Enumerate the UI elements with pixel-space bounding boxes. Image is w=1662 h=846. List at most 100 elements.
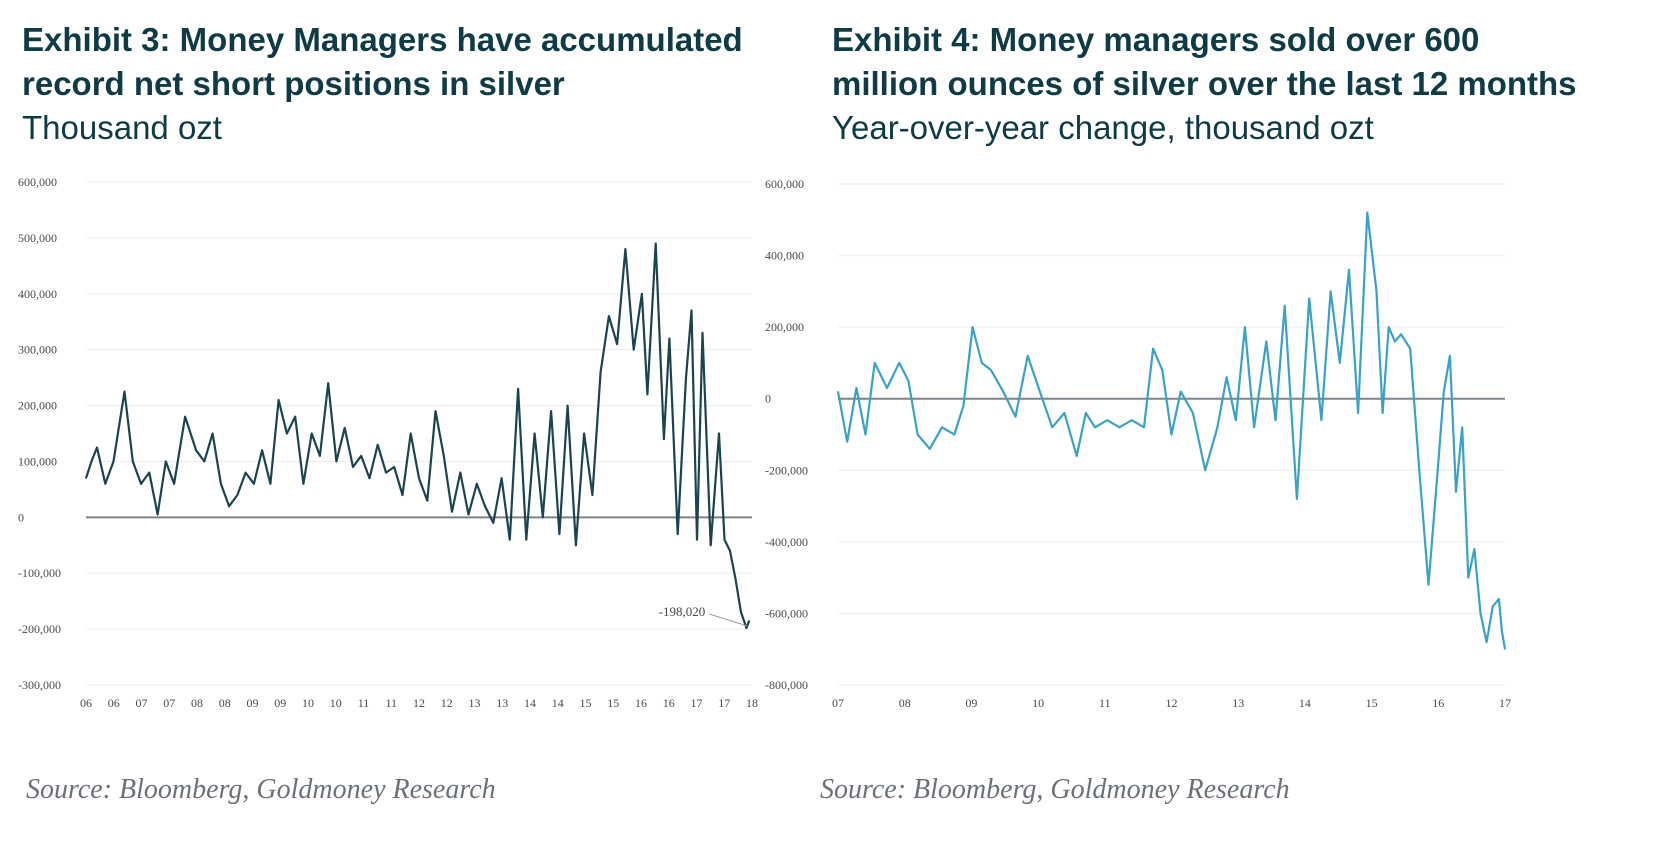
data-point <box>1400 333 1402 335</box>
data-point <box>668 337 671 340</box>
exhibit-3-panel: Exhibit 3: Money Managers have accumulat… <box>0 0 800 846</box>
x-tick-label: 09 <box>274 696 286 710</box>
y-tick-label: -100,000 <box>18 566 61 580</box>
data-point <box>123 390 126 393</box>
chart-subtitle: Year-over-year change, thousand ozt <box>832 109 1374 146</box>
data-point <box>459 472 461 474</box>
data-point <box>567 404 569 407</box>
data-point <box>368 477 371 479</box>
data-point <box>1216 426 1218 428</box>
data-point <box>385 472 387 474</box>
data-point <box>616 343 618 345</box>
data-point <box>575 544 577 546</box>
exhibit-3-line-chart: 600,000 500,000 400,000 300,000 200,000 100,0… <box>18 175 758 710</box>
data-point <box>173 483 175 485</box>
data-point <box>352 466 354 468</box>
x-tick-label: 15 <box>580 696 592 710</box>
data-point <box>1225 376 1228 378</box>
data-point <box>685 377 687 379</box>
data-point <box>500 477 503 479</box>
data-point <box>509 539 511 541</box>
x-tick-label: 16 <box>663 696 675 710</box>
data-point <box>96 446 98 449</box>
data-point <box>696 539 698 541</box>
data-point <box>112 460 115 463</box>
data-point <box>740 611 742 613</box>
x-tick-label: 08 <box>899 696 911 710</box>
data-point <box>393 466 395 468</box>
y-tick-label: 0 <box>18 510 24 524</box>
data-point <box>236 494 238 496</box>
data-point <box>1253 426 1255 428</box>
data-point <box>701 332 704 334</box>
data-point <box>710 544 712 546</box>
data-point <box>195 449 197 451</box>
y-tick-label: -600,000 <box>765 606 808 620</box>
x-tick-label: 06 <box>80 696 92 710</box>
data-point <box>550 410 552 412</box>
data-point <box>344 427 346 429</box>
data-point <box>156 513 159 516</box>
data-point <box>723 539 726 541</box>
data-point <box>286 432 288 435</box>
data-point <box>1244 326 1246 328</box>
y-tick-label: 500,000 <box>18 231 57 245</box>
data-point <box>484 505 486 507</box>
y-tick-label: 600,000 <box>18 175 57 189</box>
x-tick-label: 17 <box>1499 696 1511 710</box>
data-point <box>467 513 470 516</box>
data-point <box>1504 648 1506 650</box>
data-point <box>953 433 955 436</box>
annotation-leader <box>709 613 748 627</box>
data-point <box>1320 419 1323 421</box>
data-point <box>1394 340 1396 343</box>
data-point <box>1051 426 1053 428</box>
y-tick-label: -200,000 <box>765 463 808 477</box>
data-point <box>220 483 222 485</box>
x-tick-label: 08 <box>191 696 203 710</box>
data-point <box>533 432 536 435</box>
x-tick-label: 10 <box>1032 696 1044 710</box>
data-point <box>104 483 106 485</box>
data-point <box>1348 269 1350 271</box>
y-tick-label: -800,000 <box>765 678 808 692</box>
y-tick-label: 0 <box>765 392 771 406</box>
y-tick-label: -400,000 <box>765 535 808 549</box>
data-point <box>846 441 848 443</box>
x-tick-label: 14 <box>552 696 564 710</box>
x-tick-label: 18 <box>746 696 758 710</box>
data-point <box>718 432 720 435</box>
data-point <box>211 432 214 435</box>
y-tick-label: 400,000 <box>765 249 804 263</box>
data-point <box>916 433 919 436</box>
data-point <box>929 448 931 450</box>
data-point <box>476 483 478 485</box>
data-point <box>1473 548 1476 550</box>
data-point <box>1498 598 1500 600</box>
x-tick-label: 13 <box>469 696 481 710</box>
data-point <box>1106 419 1108 421</box>
x-tick-label: 13 <box>1232 696 1244 710</box>
data-point <box>1143 426 1145 428</box>
data-point <box>981 362 983 364</box>
data-point <box>1443 390 1445 393</box>
data-point <box>418 477 420 479</box>
data-point <box>542 516 544 518</box>
data-point <box>311 432 313 435</box>
data-point <box>1455 491 1457 493</box>
data-point <box>525 539 527 541</box>
x-tick-label: 17 <box>691 696 703 710</box>
data-point <box>377 444 379 446</box>
x-tick-label: 11 <box>358 696 370 710</box>
y-tick-label: -200,000 <box>18 622 61 636</box>
x-tick-label: 13 <box>496 696 508 710</box>
data-point <box>90 460 93 463</box>
data-point <box>278 399 280 401</box>
data-point <box>1161 369 1163 371</box>
data-point <box>245 472 247 474</box>
data-point <box>1427 584 1430 586</box>
x-tick-label: 11 <box>1099 696 1111 710</box>
data-point <box>1284 305 1286 307</box>
data-point <box>558 533 560 535</box>
data-point <box>1265 340 1267 343</box>
